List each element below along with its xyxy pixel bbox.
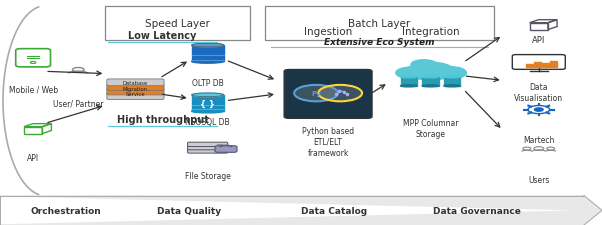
FancyBboxPatch shape [16, 50, 51, 68]
Text: API: API [27, 153, 39, 162]
Text: Mobile / Web: Mobile / Web [8, 86, 58, 94]
Text: Data Quality: Data Quality [157, 206, 221, 215]
FancyBboxPatch shape [284, 70, 372, 119]
Circle shape [411, 61, 437, 70]
Text: Martech: Martech [523, 135, 554, 144]
Ellipse shape [444, 76, 461, 79]
FancyBboxPatch shape [512, 55, 565, 70]
Bar [191, 95, 224, 112]
Text: NSOSQL DB: NSOSQL DB [185, 117, 230, 126]
Bar [400, 77, 417, 86]
FancyBboxPatch shape [188, 142, 228, 147]
Text: High throughput: High throughput [117, 114, 208, 124]
FancyBboxPatch shape [107, 84, 164, 91]
FancyBboxPatch shape [215, 146, 237, 153]
Bar [105, 7, 250, 40]
Bar [542, 64, 548, 67]
Ellipse shape [400, 76, 417, 79]
Ellipse shape [400, 86, 417, 87]
Text: Py: Py [311, 91, 321, 97]
Bar [534, 63, 541, 67]
Circle shape [535, 108, 543, 112]
Circle shape [294, 86, 338, 102]
Text: Users: Users [528, 176, 550, 184]
Text: Python based
ETL/ELT
framework: Python based ETL/ELT framework [302, 126, 354, 157]
Circle shape [318, 86, 362, 102]
Ellipse shape [191, 94, 224, 97]
Bar [550, 62, 557, 67]
Bar [191, 46, 224, 62]
Text: FIle Storage: FIle Storage [185, 171, 231, 180]
Text: Orchestration: Orchestration [30, 206, 101, 215]
Text: Data Governance: Data Governance [433, 206, 521, 215]
Bar [444, 77, 461, 86]
Text: OLTP DB: OLTP DB [192, 79, 223, 88]
Circle shape [406, 63, 455, 81]
Text: Extensive Eco System: Extensive Eco System [324, 38, 435, 47]
Text: MPP Columnar
Storage: MPP Columnar Storage [403, 118, 458, 138]
Text: User/ Partner: User/ Partner [53, 99, 104, 108]
Text: Integration: Integration [402, 27, 459, 36]
Circle shape [396, 68, 426, 79]
Text: Database
Migration
Service: Database Migration Service [123, 80, 148, 97]
Ellipse shape [422, 86, 439, 87]
Text: Ingestion: Ingestion [304, 27, 352, 36]
Ellipse shape [191, 60, 224, 64]
FancyBboxPatch shape [188, 146, 228, 150]
FancyBboxPatch shape [107, 80, 164, 86]
Text: Batch Layer: Batch Layer [348, 19, 411, 29]
Bar [265, 7, 494, 40]
FancyBboxPatch shape [188, 149, 228, 153]
Bar [526, 65, 533, 67]
Ellipse shape [422, 76, 439, 79]
Circle shape [433, 67, 467, 80]
Ellipse shape [191, 44, 224, 48]
FancyBboxPatch shape [107, 89, 164, 95]
Text: { }: { } [200, 99, 215, 108]
Ellipse shape [444, 86, 461, 87]
Text: API: API [532, 36, 545, 45]
Text: Speed Layer: Speed Layer [145, 19, 210, 29]
FancyBboxPatch shape [107, 93, 164, 100]
Text: Data Catalog: Data Catalog [301, 206, 367, 215]
Text: Low Latency: Low Latency [128, 31, 197, 41]
Bar [422, 77, 439, 86]
Text: Data
Visualisation: Data Visualisation [514, 82, 563, 102]
Ellipse shape [191, 110, 224, 113]
